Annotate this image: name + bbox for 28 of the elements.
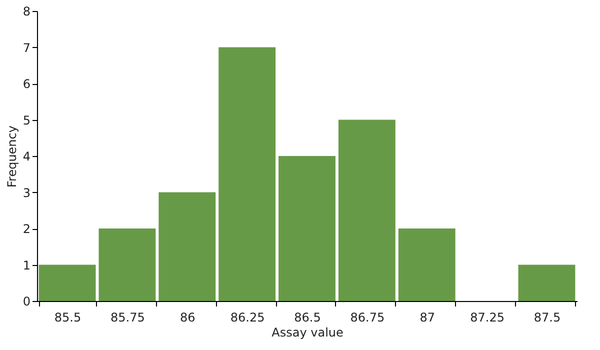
y-axis-title: Frequency — [4, 126, 19, 188]
x-tick-label: 86 — [180, 310, 196, 324]
y-tick-label: 7 — [22, 40, 30, 55]
x-tick-label: 87.25 — [470, 310, 504, 324]
bar — [518, 264, 576, 301]
y-tick-label: 5 — [22, 113, 30, 128]
bar — [38, 264, 96, 301]
y-tick-label: 3 — [22, 186, 30, 200]
x-tick-label: 86.5 — [294, 310, 321, 324]
y-tick-label: 6 — [22, 77, 30, 91]
y-tick-label: 2 — [22, 222, 30, 236]
bar — [218, 47, 276, 301]
x-tick-label: 87.5 — [534, 310, 561, 324]
bar — [98, 228, 156, 301]
x-tick-label: 85.75 — [110, 310, 145, 324]
bar — [278, 156, 336, 301]
x-axis-title: Assay value — [272, 326, 344, 340]
y-tick-label: 0 — [22, 294, 30, 308]
y-tick-label: 4 — [22, 150, 30, 164]
bar — [158, 192, 216, 301]
y-tick-label: 8 — [22, 4, 30, 18]
x-tick-label: 86.75 — [350, 310, 385, 324]
bar — [338, 120, 396, 301]
x-tick-label: 85.5 — [54, 310, 82, 324]
bar — [398, 228, 456, 301]
x-tick-label: 86.25 — [230, 310, 265, 324]
y-tick-label: 1 — [22, 258, 30, 272]
x-tick-label: 87 — [420, 310, 436, 324]
